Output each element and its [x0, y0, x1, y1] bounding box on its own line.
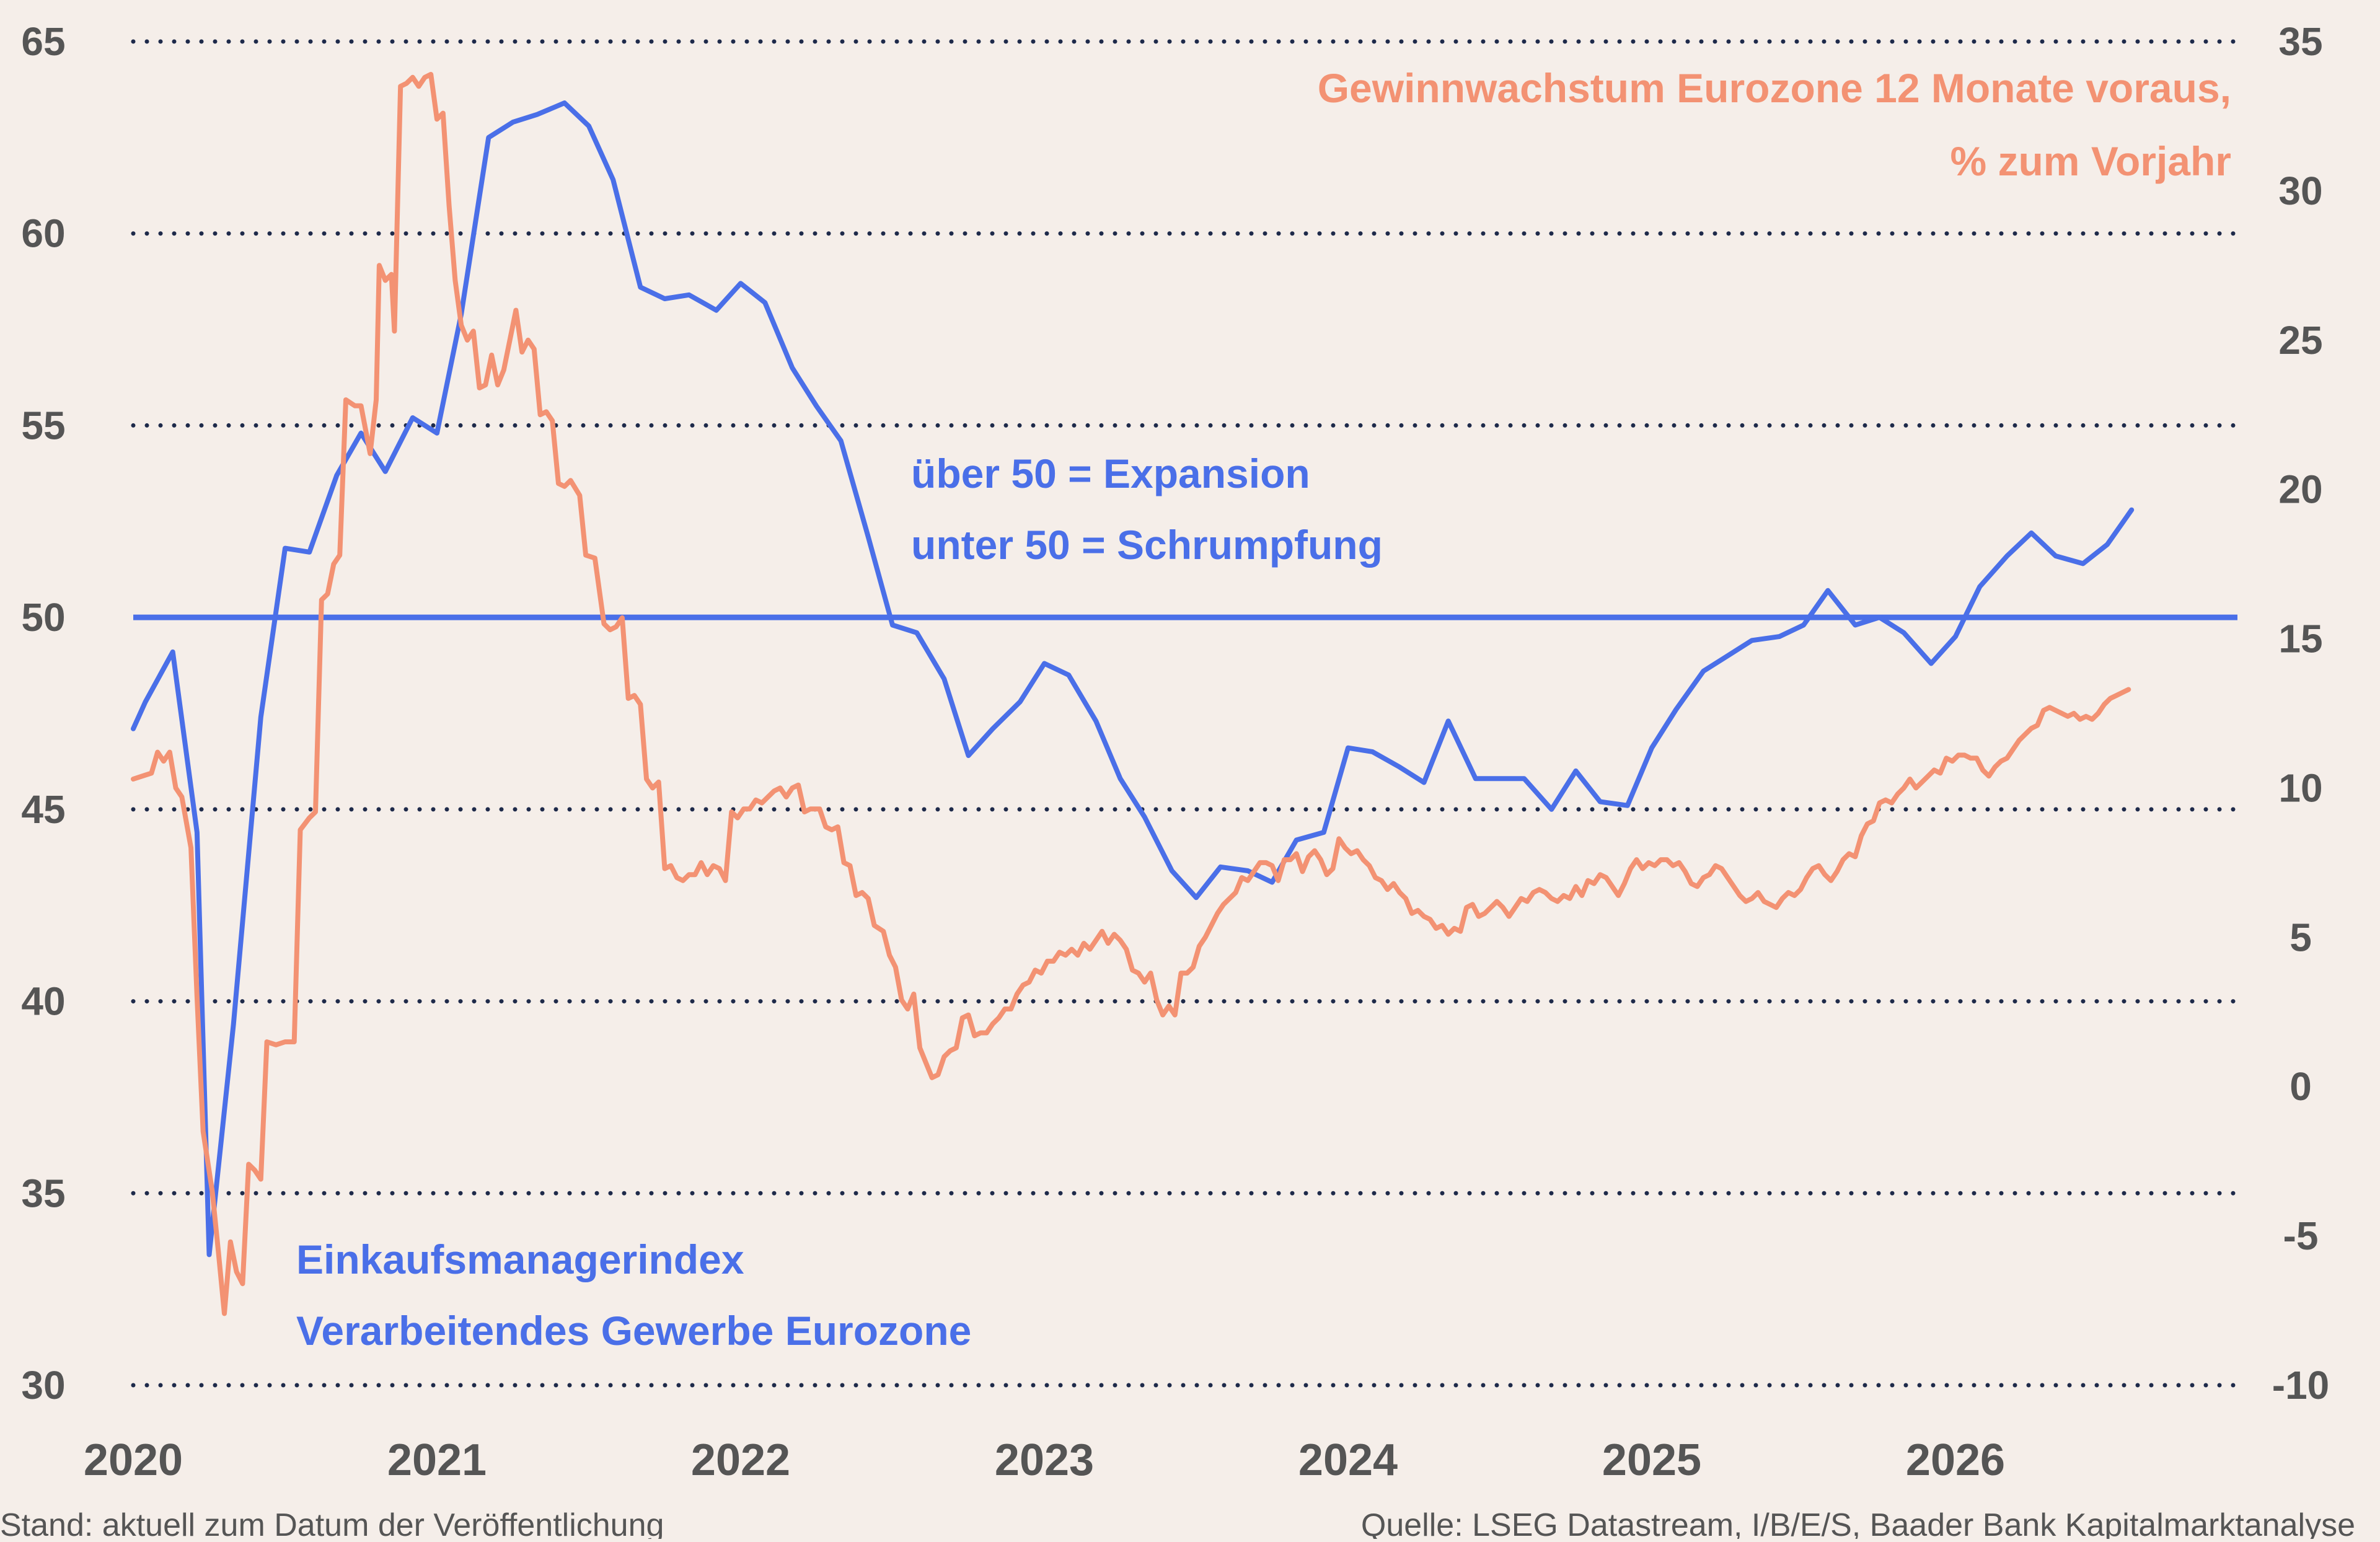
y-right-tick--5: -5 [2283, 1214, 2319, 1258]
y-left-tick-30: 30 [21, 1363, 65, 1408]
y-axis-left: 30 35 40 45 50 55 60 65 [21, 19, 65, 1408]
x-tick-2025: 2025 [1602, 1435, 1701, 1485]
y-right-tick-15: 15 [2278, 617, 2322, 661]
y-right-tick-25: 25 [2278, 318, 2322, 363]
y-left-tick-40: 40 [21, 979, 65, 1024]
x-tick-2021: 2021 [387, 1435, 487, 1485]
y-left-tick-45: 45 [21, 787, 65, 832]
pmi-label-line1: Einkaufsmanagerindex [296, 1236, 744, 1282]
x-tick-2020: 2020 [84, 1435, 183, 1485]
footer-date-note: Stand: aktuell zum Datum der Veröffentli… [0, 1507, 664, 1539]
y-left-tick-55: 55 [21, 403, 65, 447]
grid-layer [131, 39, 2240, 1388]
series-line-pmi [131, 100, 2135, 1258]
x-axis: 2020 2021 2022 2023 2024 2025 2026 [84, 1435, 2005, 1485]
y-right-tick-30: 30 [2278, 169, 2322, 213]
y-right-tick-20: 20 [2278, 467, 2322, 512]
earnings-label-line1: Gewinnwachstum Eurozone 12 Monate voraus… [1318, 65, 2231, 111]
y-right-tick-0: 0 [2290, 1064, 2312, 1109]
y-right-tick-10: 10 [2278, 765, 2322, 810]
threshold-label-line2: unter 50 = Schrumpfung [911, 522, 1383, 568]
y-axis-right: -10 -5 0 5 10 15 20 25 30 35 [2272, 19, 2330, 1408]
x-tick-2024: 2024 [1298, 1435, 1398, 1485]
y-right-tick-35: 35 [2278, 19, 2322, 64]
pmi-label-line2: Verarbeitendes Gewerbe Eurozone [296, 1308, 971, 1354]
y-right-tick--10: -10 [2272, 1363, 2330, 1408]
threshold-label-line1: über 50 = Expansion [911, 451, 1310, 496]
y-left-tick-50: 50 [21, 595, 65, 640]
y-left-tick-60: 60 [21, 211, 65, 256]
y-left-tick-35: 35 [21, 1171, 65, 1215]
y-left-tick-65: 65 [21, 19, 65, 64]
x-tick-2022: 2022 [691, 1435, 790, 1485]
x-tick-2026: 2026 [1906, 1435, 2005, 1485]
earnings-label-line2: % zum Vorjahr [1950, 138, 2231, 184]
series-line-earnings [131, 72, 2131, 1316]
x-tick-2023: 2023 [995, 1435, 1094, 1485]
footer-source: Quelle: LSEG Datastream, I/B/E/S, Baader… [1361, 1507, 2355, 1539]
series-layer [131, 72, 2135, 1316]
y-right-tick-5: 5 [2290, 915, 2312, 959]
